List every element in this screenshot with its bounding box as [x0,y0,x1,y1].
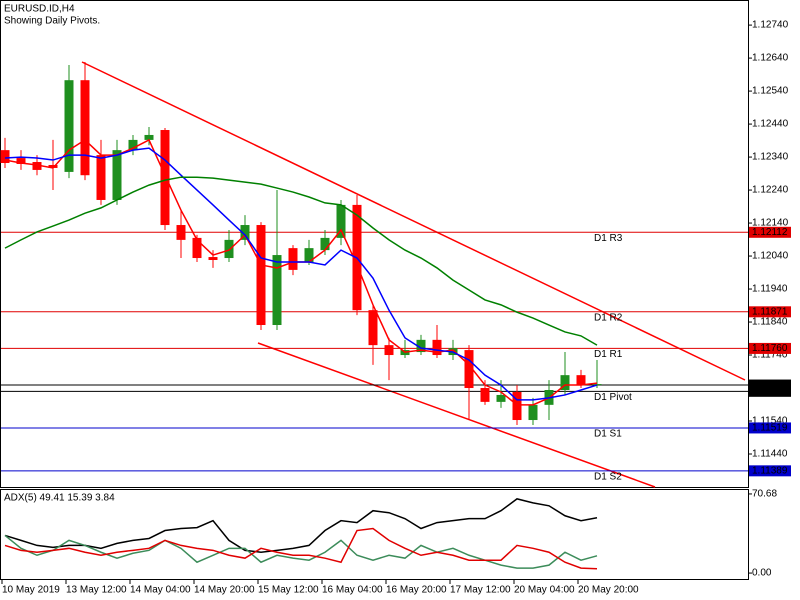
chart-title: EURUSD.ID,H4 [4,4,75,15]
pivot-name: D1 R2 [594,312,623,323]
candle-body [384,345,394,356]
candle-body [160,130,170,226]
y-tick-label: 1.12440 [752,119,789,130]
channel-upper [81,61,746,381]
candle-body [64,80,74,172]
candle-body [48,164,58,168]
y-tick-label: 1.11840 [752,317,788,328]
channel-lower [257,342,656,488]
price-box [749,385,791,397]
candle-body [336,204,346,238]
candle-body [112,150,122,200]
candle-body [496,394,506,402]
candle-body [304,248,314,262]
indicator-line [4,176,598,346]
pivot-name: D1 S2 [594,471,622,482]
y-tick-label: 1.11740 [752,350,788,361]
indicator-line [4,498,598,553]
candle-body [464,350,474,389]
candle-body [320,237,330,251]
price-box-label: 1.11519 [752,423,788,434]
candle-body [176,225,186,240]
x-tick-label: 14 May 04:00 [130,585,191,596]
pivot-name: D1 Pivot [594,392,632,403]
candle-body [528,404,538,421]
y-tick-label: 1.12140 [752,218,789,229]
y-tick-label: 1.11540 [752,416,788,427]
y-tick-label: 1.11440 [752,449,788,460]
candle-body [256,225,266,326]
main-frame [0,0,749,488]
candle-body [288,248,298,270]
candle-body [272,255,282,326]
indicator-line [4,147,598,401]
candle-body [32,162,42,170]
candle-body [208,257,218,261]
candle-body [240,225,250,240]
price-box [749,306,791,318]
candle-body [512,391,522,421]
candle-body [144,134,154,140]
indicator-line [4,534,598,569]
x-tick-label: 20 May 04:00 [514,585,575,596]
y-tick-label: 1.11940 [752,284,788,295]
price-box [749,342,791,354]
price-box-label: 1.11630 [752,386,788,397]
price-box-label: 1.11871 [752,306,788,317]
pivot-name: D1 S1 [594,429,622,440]
x-tick-label: 17 May 12:00 [450,585,511,596]
y-tick-label: 70.68 [752,489,777,500]
chart-subtitle: Showing Daily Pivots. [4,16,100,27]
y-tick-label: 1.12740 [752,20,789,31]
x-tick-label: 15 May 12:00 [258,585,319,596]
y-tick-label: 1.12040 [752,251,789,262]
candle-body [576,375,586,386]
x-tick-label: 16 May 20:00 [386,585,447,596]
candle-body [416,339,426,353]
price-box-label: 1.11649 [752,380,788,391]
price-box-label: 1.11389 [752,465,788,476]
sub-frame [0,489,749,580]
price-box [749,465,791,477]
candle-body [560,375,570,390]
pivot-name: D1 R3 [594,233,623,244]
price-box-label: 1.11760 [752,343,788,354]
candle-body [592,384,602,386]
indicator-line [4,527,598,570]
x-tick-label: 14 May 20:00 [194,585,255,596]
x-tick-label: 20 May 20:00 [578,585,639,596]
candle-body [368,310,378,346]
pivot-name: D1 R1 [594,349,623,360]
price-box [749,226,791,238]
candle-body [480,388,490,402]
price-box-label: 1.12112 [752,227,788,238]
candle-body [432,339,442,356]
y-tick-label: 1.12640 [752,53,789,64]
y-tick-label: 0.00 [752,568,772,579]
candle-body [128,139,138,151]
y-tick-label: 1.12340 [752,152,789,163]
price-box [749,422,791,434]
candle-body [0,150,10,164]
adx-title: ADX(5) 49.41 15.39 3.84 [4,493,115,504]
x-tick-label: 10 May 2019 [2,585,60,596]
candle-body [16,158,26,164]
x-tick-label: 16 May 04:00 [322,585,383,596]
y-tick-label: 1.12540 [752,86,789,97]
candle-body [80,80,90,176]
candle-body [96,155,106,200]
candle-body [192,237,202,259]
x-tick-label: 13 May 12:00 [66,585,127,596]
candle-body [224,239,234,259]
price-box [749,379,791,391]
y-tick-label: 1.12240 [752,185,789,196]
